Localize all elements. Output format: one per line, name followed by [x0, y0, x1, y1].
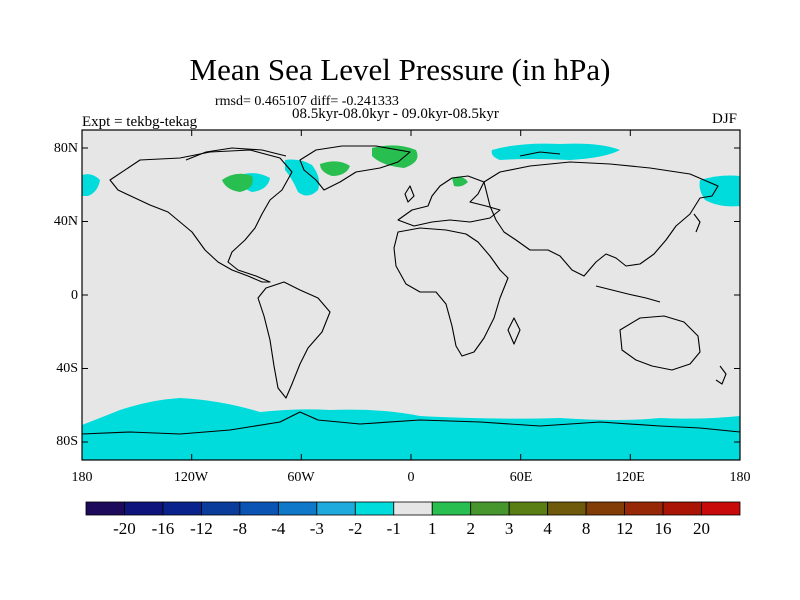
colorbar	[85, 501, 741, 516]
greenland-green	[320, 161, 350, 176]
antarctica-coast	[81, 411, 741, 435]
colorbar-box	[585, 501, 625, 516]
period-line: 08.5kyr-08.0kyr - 09.0kyr-08.5kyr	[292, 106, 499, 122]
colorbar-label: -4	[271, 519, 286, 538]
colorbar-box	[162, 501, 202, 516]
season-label: DJF	[712, 111, 738, 127]
colorbar-label: -8	[232, 519, 247, 538]
colorbar-box	[277, 501, 318, 516]
australia-coast	[619, 315, 701, 371]
x-tick-label: 60E	[509, 470, 533, 485]
siberia-islands-coast	[519, 151, 561, 157]
colorbar-label: 3	[504, 519, 514, 538]
asia-coast	[483, 161, 719, 277]
x-tick-label: 0	[407, 470, 415, 485]
colorbar-label: 1	[427, 519, 437, 538]
north-america-coast	[109, 149, 293, 283]
europe-coast	[397, 175, 501, 227]
colorbar-label: -2	[348, 519, 363, 538]
stats-line: rmsd= 0.465107 diff= -0.241333	[215, 94, 399, 109]
colorbar-box	[354, 501, 395, 516]
alaska-cyan	[82, 174, 100, 196]
pacific-nw-cyan	[699, 175, 740, 207]
greenland-cyan	[285, 159, 320, 196]
colorbar-label: 16	[654, 519, 672, 538]
colorbar-label: -1	[386, 519, 401, 538]
canada-green	[222, 173, 253, 192]
africa-coast	[393, 227, 509, 357]
colorbar-label: -3	[309, 519, 324, 538]
greenland-coast	[299, 145, 411, 191]
colorbar-box	[316, 501, 356, 516]
arctic-siberia-cyan	[491, 143, 620, 160]
indonesia-coast	[595, 285, 661, 303]
y-tick-label: 40N	[53, 214, 78, 229]
map-title: Mean Sea Level Pressure (in hPa)	[189, 52, 611, 87]
new-zealand-coast	[715, 365, 727, 385]
colorbar-box	[547, 501, 587, 516]
x-tick-label: 180	[71, 470, 93, 485]
colorbar-box	[470, 501, 510, 516]
experiment-label: Expt = tekbg-tekag	[82, 114, 198, 130]
y-tick-label: 0	[71, 288, 78, 303]
colorbar-box	[239, 501, 279, 516]
y-tick-label: 80N	[53, 141, 78, 156]
antarctic-ring	[82, 398, 740, 460]
japan-coast	[693, 213, 701, 233]
south-america-coast	[257, 281, 331, 399]
colorbar-box	[201, 501, 241, 516]
colorbar-box	[85, 501, 125, 516]
coastlines	[81, 145, 741, 435]
arctic-islands-coast	[185, 147, 287, 161]
x-tick-label: 60W	[287, 470, 315, 485]
y-tick-label: 40S	[56, 361, 78, 376]
colorbar-label: -20	[113, 519, 136, 538]
x-tick-label: 120E	[615, 470, 645, 485]
colorbar-label: -16	[151, 519, 175, 538]
britain-coast	[404, 185, 415, 203]
scandinavia-green	[452, 176, 468, 187]
x-tick-label: 120W	[173, 470, 209, 485]
colorbar-box	[701, 501, 741, 516]
colorbar-label: -12	[190, 519, 213, 538]
colorbar-label: 8	[581, 519, 591, 538]
madagascar-coast	[507, 317, 521, 345]
colorbar-label: 20	[693, 519, 711, 538]
colorbar-box	[508, 501, 549, 516]
colorbar-box	[124, 501, 164, 516]
x-tick-label: 180	[729, 470, 751, 485]
axis-ticks	[81, 130, 741, 460]
colorbar-box	[624, 501, 664, 516]
colorbar-box	[393, 501, 433, 516]
colorbar-label: 4	[543, 519, 552, 538]
colorbar-label: 2	[466, 519, 475, 538]
y-tick-label: 80S	[56, 434, 78, 449]
colorbar-label: 12	[616, 519, 634, 538]
colorbar-box	[431, 501, 472, 516]
colorbar-box	[662, 501, 702, 516]
